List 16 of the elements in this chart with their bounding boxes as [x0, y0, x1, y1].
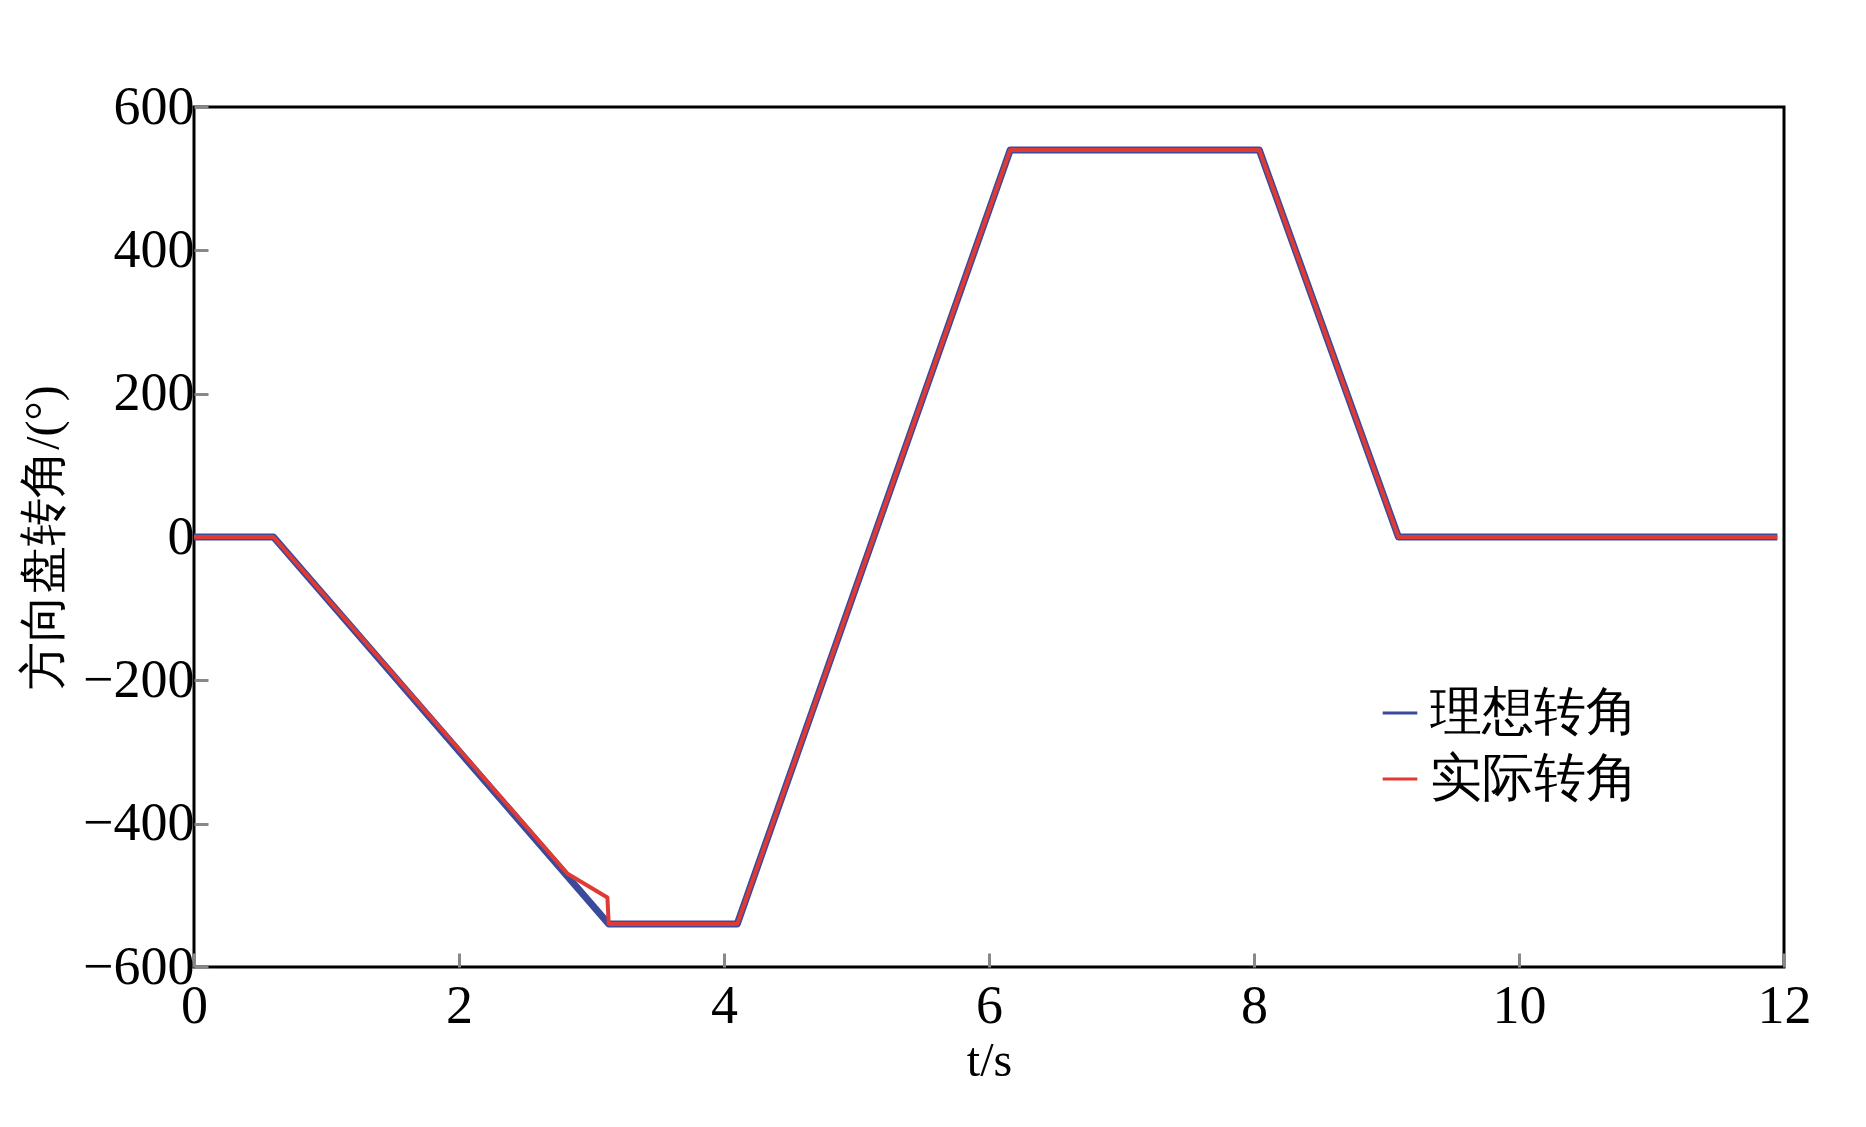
x-tick-label: 2: [446, 974, 473, 1035]
y-tick-label: 0: [167, 505, 195, 566]
legend-label: 实际转角: [1430, 749, 1638, 806]
y-axis-title: 方向盘转角/(°): [16, 385, 71, 690]
x-axis-title: t/s: [966, 1032, 1013, 1086]
y-tick-label: 400: [113, 218, 195, 279]
x-tick-label: 4: [711, 974, 738, 1035]
y-tick-label: −200: [83, 648, 195, 709]
y-tick-label: −400: [83, 792, 195, 853]
x-tick-label: 10: [1492, 974, 1547, 1035]
x-tick-label: 6: [976, 974, 1003, 1035]
y-tick-label: 600: [113, 75, 195, 136]
x-tick-label: 8: [1241, 974, 1268, 1035]
legend-label: 理想转角: [1430, 683, 1638, 740]
x-tick-label: 12: [1757, 974, 1812, 1035]
y-tick-label: 200: [113, 362, 195, 423]
